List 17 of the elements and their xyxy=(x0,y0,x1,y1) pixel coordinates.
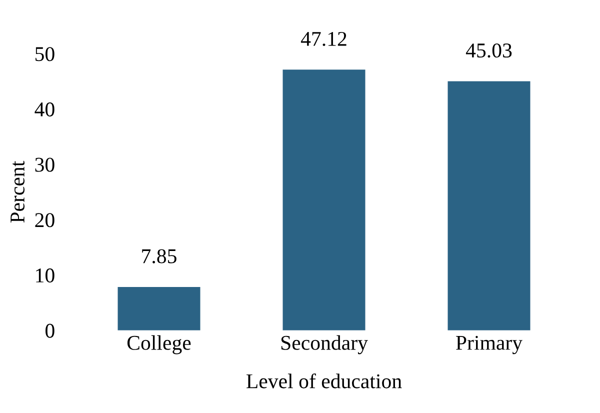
y-tick-label: 30 xyxy=(35,158,54,172)
data-label: 47.12 xyxy=(300,32,346,46)
x-tick-label: Primary xyxy=(456,336,522,354)
x-axis-title: Level of education xyxy=(246,373,402,388)
y-tick-label: 20 xyxy=(35,213,54,228)
x-tick-label: College xyxy=(127,335,191,354)
y-tick-label: 0 xyxy=(46,324,54,338)
y-tick-label: 10 xyxy=(36,268,54,282)
bar xyxy=(118,286,200,330)
y-tick-label: 40 xyxy=(34,102,54,116)
bar xyxy=(282,70,366,330)
data-label: 7.85 xyxy=(142,249,176,264)
bar xyxy=(448,81,530,330)
y-tick-label: 50 xyxy=(36,47,54,62)
x-tick-label: Secondary xyxy=(281,335,368,354)
data-label: 45.03 xyxy=(466,43,512,58)
y-axis-title: Percent xyxy=(10,160,25,223)
